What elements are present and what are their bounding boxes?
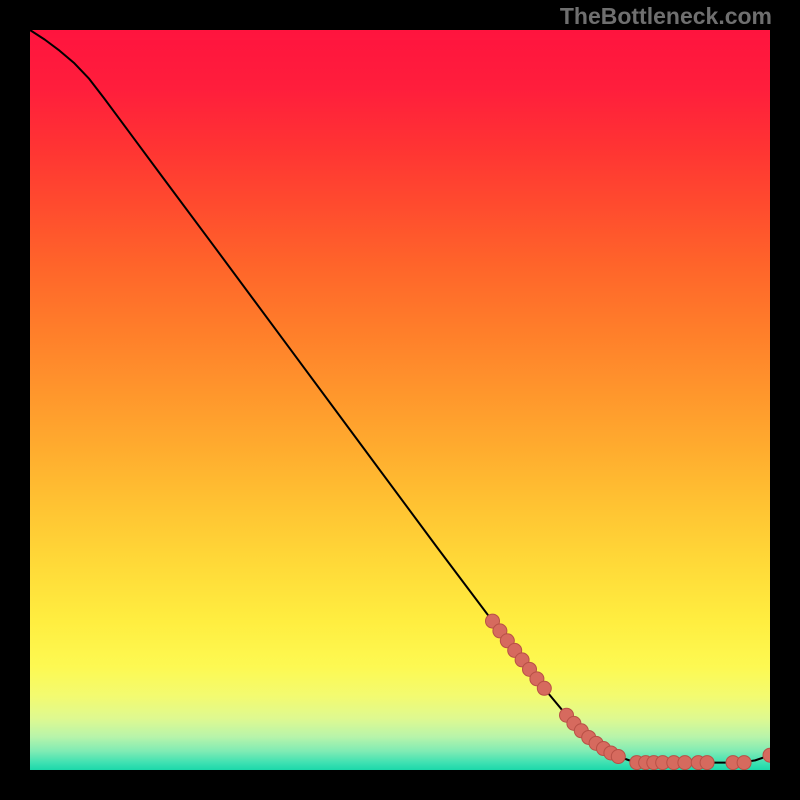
data-marker — [700, 756, 714, 770]
watermark-text: TheBottleneck.com — [560, 3, 772, 30]
data-marker — [737, 756, 751, 770]
bottleneck-chart — [30, 30, 770, 770]
data-marker — [678, 756, 692, 770]
data-marker — [611, 750, 625, 764]
chart-background — [30, 30, 770, 770]
data-marker — [537, 681, 551, 695]
